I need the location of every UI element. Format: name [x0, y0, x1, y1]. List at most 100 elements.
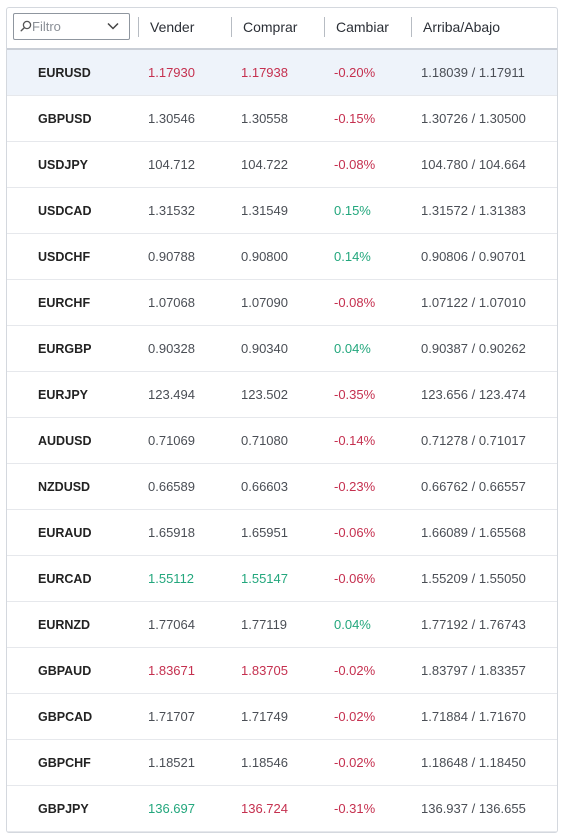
- bid-cell: 1.18521: [148, 755, 195, 770]
- column-header-cambiar[interactable]: Cambiar: [324, 17, 411, 37]
- quotes-panel: Vender Comprar Cambiar Arriba/Abajo EURU…: [6, 7, 558, 833]
- bid-cell: 0.90788: [148, 249, 195, 264]
- high-low-cell: 1.66089 / 1.65568: [421, 525, 526, 540]
- ask-cell: 1.71749: [241, 709, 288, 724]
- bid-cell: 0.90328: [148, 341, 195, 356]
- symbol-cell: EURJPY: [38, 388, 89, 402]
- column-header-comprar[interactable]: Comprar: [231, 17, 324, 37]
- high-low-cell: 136.937 / 136.655: [421, 801, 526, 816]
- table-row[interactable]: EURCHF 1.07068 1.07090 -0.08% 1.07122 / 1.07…: [7, 280, 557, 326]
- symbol-cell: EURNZD: [38, 618, 91, 632]
- high-low-cell: 1.71884 / 1.71670: [421, 709, 526, 724]
- change-cell: -0.20%: [334, 65, 376, 80]
- high-low-cell: 0.71278 / 0.71017: [421, 433, 526, 448]
- table-row[interactable]: GBPCHF 1.18521 1.18546 -0.02% 1.18648 / 1.18…: [7, 740, 557, 786]
- bid-cell: 104.712: [148, 157, 195, 172]
- table-row[interactable]: USDJPY 104.712 104.722 -0.08% 104.780 / 104.…: [7, 142, 557, 188]
- change-cell: -0.06%: [334, 525, 376, 540]
- bid-cell: 123.494: [148, 387, 195, 402]
- high-low-cell: 0.90806 / 0.90701: [421, 249, 526, 264]
- change-cell: -0.02%: [334, 663, 376, 678]
- bid-cell: 0.71069: [148, 433, 195, 448]
- symbol-cell: USDJPY: [38, 158, 89, 172]
- high-low-cell: 1.30726 / 1.30500: [421, 111, 526, 126]
- high-low-cell: 0.90387 / 0.90262: [421, 341, 526, 356]
- table-row[interactable]: EURNZD 1.77064 1.77119 0.04% 1.77192 / 1.767…: [7, 602, 557, 648]
- search-icon: [20, 20, 32, 32]
- column-header-vender[interactable]: Vender: [138, 17, 231, 37]
- high-low-cell: 1.83797 / 1.83357: [421, 663, 526, 678]
- symbol-cell: EURCAD: [38, 572, 92, 586]
- ask-cell: 0.71080: [241, 433, 288, 448]
- high-low-cell: 104.780 / 104.664: [421, 157, 526, 172]
- change-cell: -0.23%: [334, 479, 376, 494]
- bid-cell: 1.83671: [148, 663, 195, 678]
- bid-cell: 136.697: [148, 801, 195, 816]
- chevron-down-icon[interactable]: [107, 22, 119, 30]
- high-low-cell: 1.55209 / 1.55050: [421, 571, 526, 586]
- ask-cell: 1.55147: [241, 571, 288, 586]
- ask-cell: 1.31549: [241, 203, 288, 218]
- bid-cell: 1.71707: [148, 709, 195, 724]
- symbol-cell: AUDUSD: [38, 434, 92, 448]
- high-low-cell: 123.656 / 123.474: [421, 387, 526, 402]
- symbol-cell: EURGBP: [38, 342, 92, 356]
- high-low-cell: 1.18648 / 1.18450: [421, 755, 526, 770]
- table-row[interactable]: GBPUSD 1.30546 1.30558 -0.15% 1.30726 / 1.30…: [7, 96, 557, 142]
- change-cell: -0.08%: [334, 295, 376, 310]
- column-header-arriba-abajo[interactable]: Arriba/Abajo: [411, 17, 551, 37]
- bid-cell: 1.31532: [148, 203, 195, 218]
- ask-cell: 104.722: [241, 157, 288, 172]
- table-header: Vender Comprar Cambiar Arriba/Abajo: [7, 8, 557, 50]
- change-cell: 0.14%: [334, 249, 371, 264]
- ask-cell: 1.83705: [241, 663, 288, 678]
- ask-cell: 1.77119: [241, 617, 288, 632]
- change-cell: -0.35%: [334, 387, 376, 402]
- change-cell: -0.02%: [334, 755, 376, 770]
- table-row[interactable]: USDCHF 0.90788 0.90800 0.14% 0.90806 / 0.907…: [7, 234, 557, 280]
- bid-cell: 1.07068: [148, 295, 195, 310]
- symbol-cell: EURCHF: [38, 296, 91, 310]
- bid-cell: 1.55112: [148, 571, 195, 586]
- symbol-cell: NZDUSD: [38, 480, 91, 494]
- ask-cell: 123.502: [241, 387, 288, 402]
- symbol-cell: GBPJPY: [38, 802, 89, 816]
- table-row[interactable]: GBPJPY 136.697 136.724 -0.31% 136.937 / 136.…: [7, 786, 557, 832]
- change-cell: -0.02%: [334, 709, 376, 724]
- change-cell: -0.31%: [334, 801, 376, 816]
- ask-cell: 1.17938: [241, 65, 288, 80]
- ask-cell: 1.30558: [241, 111, 288, 126]
- table-row[interactable]: USDCAD 1.31532 1.31549 0.15% 1.31572 / 1.313…: [7, 188, 557, 234]
- change-cell: 0.04%: [334, 341, 371, 356]
- table-row[interactable]: EURGBP 0.90328 0.90340 0.04% 0.90387 / 0.902…: [7, 326, 557, 372]
- change-cell: 0.04%: [334, 617, 371, 632]
- table-row[interactable]: EURCAD 1.55112 1.55147 -0.06% 1.55209 / 1.55…: [7, 556, 557, 602]
- symbol-cell: GBPCAD: [38, 710, 93, 724]
- filter-input[interactable]: [32, 17, 102, 36]
- quotes-table-body: EURUSD 1.17930 1.17938 -0.20% 1.18039 / 1.17…: [7, 50, 557, 832]
- bid-cell: 1.30546: [148, 111, 195, 126]
- change-cell: -0.15%: [334, 111, 376, 126]
- symbol-cell: EURUSD: [38, 66, 91, 80]
- symbol-cell: USDCAD: [38, 204, 92, 218]
- table-row[interactable]: EURAUD 1.65918 1.65951 -0.06% 1.66089 / 1.65…: [7, 510, 557, 556]
- change-cell: -0.06%: [334, 571, 376, 586]
- ask-cell: 1.07090: [241, 295, 288, 310]
- table-row[interactable]: GBPCAD 1.71707 1.71749 -0.02% 1.71884 / 1.71…: [7, 694, 557, 740]
- table-row[interactable]: EURUSD 1.17930 1.17938 -0.20% 1.18039 / 1.17…: [7, 50, 557, 96]
- bid-cell: 1.65918: [148, 525, 195, 540]
- ask-cell: 0.90340: [241, 341, 288, 356]
- symbol-cell: GBPAUD: [38, 664, 92, 678]
- filter-dropdown[interactable]: [13, 13, 130, 40]
- table-row[interactable]: GBPAUD 1.83671 1.83705 -0.02% 1.83797 / 1.83…: [7, 648, 557, 694]
- symbol-cell: GBPUSD: [38, 112, 92, 126]
- symbol-cell: EURAUD: [38, 526, 92, 540]
- change-cell: -0.14%: [334, 433, 376, 448]
- table-row[interactable]: EURJPY 123.494 123.502 -0.35% 123.656 / 123.…: [7, 372, 557, 418]
- high-low-cell: 1.31572 / 1.31383: [421, 203, 526, 218]
- ask-cell: 0.66603: [241, 479, 288, 494]
- high-low-cell: 1.07122 / 1.07010: [421, 295, 526, 310]
- table-row[interactable]: NZDUSD 0.66589 0.66603 -0.23% 0.66762 / 0.66…: [7, 464, 557, 510]
- symbol-cell: GBPCHF: [38, 756, 91, 770]
- table-row[interactable]: AUDUSD 0.71069 0.71080 -0.14% 0.71278 / 0.71…: [7, 418, 557, 464]
